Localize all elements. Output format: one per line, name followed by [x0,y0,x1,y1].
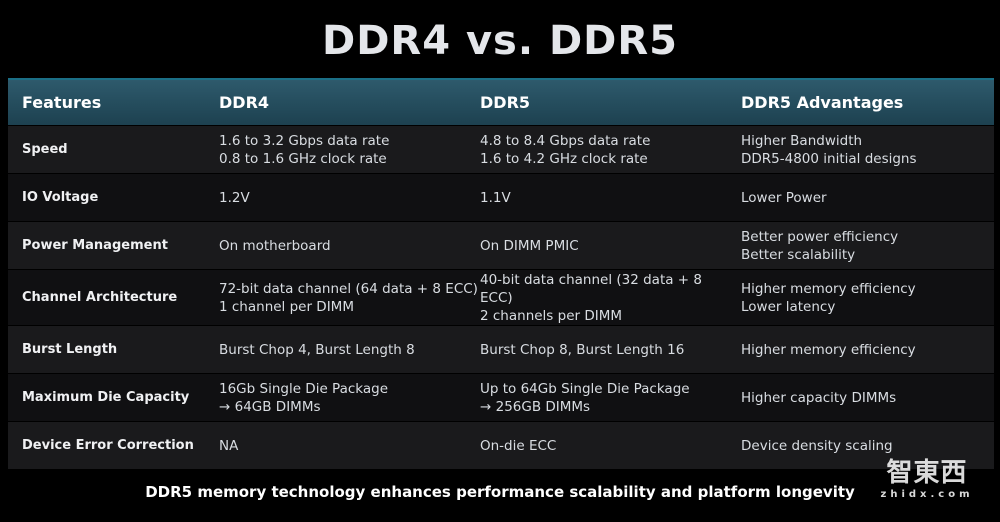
cell-line: Higher memory efficiency [741,341,916,358]
table-row-speed: Speed 1.6 to 3.2 Gbps data rate 0.8 to 1… [8,126,994,174]
watermark-logo: 智東西 zhidx.com [872,452,982,506]
cell-line: → 64GB DIMMs [219,398,321,415]
ddr4-cell: 1.2V [205,189,466,207]
ddr4-cell: 16Gb Single Die Package → 64GB DIMMs [205,380,466,416]
ddr5-cell: 40-bit data channel (32 data + 8 ECC) 2 … [466,271,727,325]
cell-line: 4.8 to 8.4 Gbps data rate [480,132,651,149]
feature-cell: Burst Length [22,341,118,357]
comparison-table: Features DDR4 DDR5 DDR5 Advantages Speed… [8,78,994,470]
cell-line: Up to 64Gb Single Die Package [480,380,690,397]
advantage-cell: Higher capacity DIMMs [727,389,994,407]
slide-footer: DDR5 memory technology enhances performa… [145,483,855,501]
cell-line: 16Gb Single Die Package [219,380,388,397]
cell-line: NA [219,437,239,454]
cell-line: 1.1V [480,189,511,206]
table-row-maximum-die-capacity: Maximum Die Capacity 16Gb Single Die Pac… [8,374,994,422]
watermark-text: 智東西 [886,458,968,488]
table-header-row: Features DDR4 DDR5 DDR5 Advantages [8,80,994,126]
feature-cell: Device Error Correction [22,437,194,453]
table-row-power-management: Power Management On motherboard On DIMM … [8,222,994,270]
feature-cell: Channel Architecture [22,289,178,305]
slide-title: DDR4 vs. DDR5 [321,18,678,64]
cell-line: Burst Chop 4, Burst Length 8 [219,341,415,358]
cell-line: 1.2V [219,189,250,206]
ddr4-cell: NA [205,437,466,455]
advantage-cell: Better power efficiency Better scalabili… [727,228,994,264]
cell-line: Lower latency [741,298,836,315]
table-row-burst-length: Burst Length Burst Chop 4, Burst Length … [8,326,994,374]
ddr4-cell: 72-bit data channel (64 data + 8 ECC) 1 … [205,280,478,316]
advantage-cell: Lower Power [727,189,994,207]
table-row-channel-architecture: Channel Architecture 72-bit data channel… [8,270,994,326]
ddr5-cell: On-die ECC [466,437,727,455]
feature-cell: Maximum Die Capacity [22,389,190,405]
watermark-subtext: zhidx.com [880,489,974,500]
cell-line: Higher memory efficiency [741,280,916,297]
header-ddr4: DDR4 [219,93,270,112]
feature-cell: Power Management [22,237,168,253]
cell-line: 40-bit data channel (32 data + 8 ECC) [480,271,702,306]
cell-line: On DIMM PMIC [480,237,579,254]
advantage-cell: Higher memory efficiency Lower latency [727,280,994,316]
cell-line: On-die ECC [480,437,557,454]
cell-line: 1 channel per DIMM [219,298,354,315]
cell-line: 0.8 to 1.6 GHz clock rate [219,150,387,167]
ddr5-cell: 4.8 to 8.4 Gbps data rate 1.6 to 4.2 GHz… [466,132,727,168]
cell-line: Burst Chop 8, Burst Length 16 [480,341,685,358]
cell-line: Higher Bandwidth [741,132,863,149]
cell-line: 72-bit data channel (64 data + 8 ECC) [219,280,478,297]
cell-line: 1.6 to 4.2 GHz clock rate [480,150,648,167]
cell-line: Better scalability [741,246,856,263]
feature-cell: IO Voltage [22,189,99,205]
cell-line: DDR5-4800 initial designs [741,150,917,167]
cell-line: → 256GB DIMMs [480,398,591,415]
advantage-cell: Higher memory efficiency [727,341,994,359]
ddr5-cell: 1.1V [466,189,727,207]
header-ddr5-advantages: DDR5 Advantages [741,93,904,112]
cell-line: Higher capacity DIMMs [741,389,897,406]
cell-line: Better power efficiency [741,228,899,245]
ddr4-cell: Burst Chop 4, Burst Length 8 [205,341,466,359]
ddr5-cell: Up to 64Gb Single Die Package → 256GB DI… [466,380,727,416]
table-row-io-voltage: IO Voltage 1.2V 1.1V Lower Power [8,174,994,222]
cell-line: Lower Power [741,189,827,206]
ddr5-cell: On DIMM PMIC [466,237,727,255]
table-row-device-error-correction: Device Error Correction NA On-die ECC De… [8,422,994,470]
ddr5-cell: Burst Chop 8, Burst Length 16 [466,341,727,359]
advantage-cell: Device density scaling [727,437,994,455]
cell-line: On motherboard [219,237,331,254]
ddr4-cell: On motherboard [205,237,466,255]
feature-cell: Speed [22,141,68,157]
cell-line: 1.6 to 3.2 Gbps data rate [219,132,390,149]
advantage-cell: Higher Bandwidth DDR5-4800 initial desig… [727,132,994,168]
cell-line: Device density scaling [741,437,893,454]
header-features: Features [22,93,102,112]
ddr4-cell: 1.6 to 3.2 Gbps data rate 0.8 to 1.6 GHz… [205,132,466,168]
cell-line: 2 channels per DIMM [480,307,623,324]
header-ddr5: DDR5 [480,93,531,112]
